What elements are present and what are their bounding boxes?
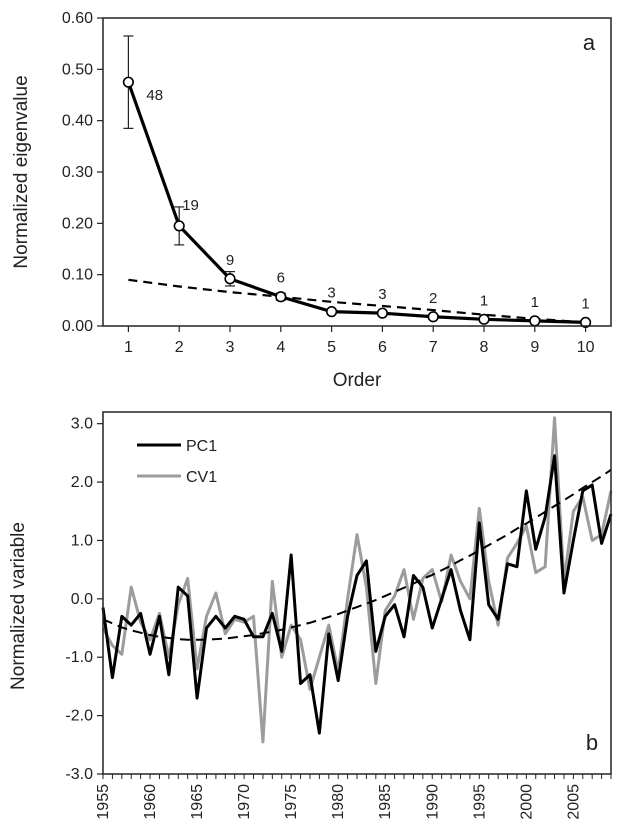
data-label: 9	[226, 252, 234, 269]
eigenvalue-point	[326, 306, 338, 318]
eigenvalue-point	[173, 220, 185, 232]
panel-b-series	[101, 416, 613, 744]
y-tick-label: -2.0	[65, 708, 93, 725]
legend-label-pc1: PC1	[186, 438, 217, 455]
eigenvalue-line	[126, 81, 586, 325]
y-tick-label: 1.0	[71, 532, 93, 549]
x-tick-label: 1960	[142, 784, 159, 820]
eigenvalue-point	[122, 76, 134, 88]
cv1-series-line	[101, 416, 613, 744]
x-tick-label: 2005	[565, 784, 582, 820]
x-tick-label: 1990	[424, 784, 441, 820]
y-tick-label: 0.30	[62, 164, 93, 181]
x-tick-label: 1965	[189, 784, 206, 820]
data-label: 3	[327, 285, 335, 302]
x-tick-label: 9	[530, 339, 539, 356]
panel-a-label: a	[583, 30, 596, 55]
x-tick-label: 1995	[471, 784, 488, 820]
y-tick-label: 0.0	[71, 591, 93, 608]
x-tick-label: 1985	[377, 784, 394, 820]
data-label: 1	[581, 295, 589, 312]
x-tick-label: 1955	[95, 784, 112, 820]
data-label: 6	[277, 270, 285, 287]
y-tick-label: -3.0	[65, 766, 93, 783]
data-label: 3	[378, 286, 386, 303]
legend: PC1 CV1	[137, 438, 217, 486]
x-tick-label: 5	[327, 339, 336, 356]
x-tick-label: 3	[226, 339, 235, 356]
data-label: 19	[182, 197, 199, 214]
x-tick-label: 8	[480, 339, 489, 356]
pc1-series-line	[101, 454, 613, 735]
eigenvalue-point	[224, 273, 236, 285]
panel-a-y-ticks: 0.00 0.10 0.20 0.30 0.40 0.50 0.60	[62, 10, 103, 335]
panel-a-annotations: 48 19 9 6 3 3 2 1 1 1	[146, 87, 589, 312]
eigenvalue-point	[275, 291, 287, 303]
panel-b-y-ticks: 3.0 2.0 1.0 0.0 -1.0 -2.0 -3.0	[65, 416, 103, 783]
data-label: 1	[480, 292, 488, 309]
x-tick-label: 4	[276, 339, 285, 356]
y-tick-label: 0.00	[62, 318, 93, 335]
legend-label-cv1: CV1	[186, 469, 217, 486]
eigenvalue-point	[529, 315, 541, 327]
panel-a-y-axis-label: Normalized eigenvalue	[11, 75, 32, 268]
panel-b-x-ticks: 1955 1960 1965 1970 1975 1980 1985 1990 1995 2000…	[95, 774, 612, 820]
x-tick-label: 1970	[236, 784, 253, 820]
eigenvalue-point	[478, 313, 490, 325]
x-tick-label: 1975	[283, 784, 300, 820]
x-tick-label: 7	[429, 339, 438, 356]
panel-b-label: b	[586, 730, 598, 755]
data-label: 1	[531, 294, 539, 311]
x-tick-label: 1	[124, 339, 133, 356]
eigenvalue-point	[579, 316, 592, 329]
panel-b-frame	[102, 411, 612, 775]
panel-a-frame	[102, 17, 612, 327]
trend-dashed-line	[102, 468, 612, 641]
panel-a-x-ticks: 1 2 3 4 5 6 7 8 9 10	[124, 326, 595, 356]
y-tick-label: 0.20	[62, 215, 93, 232]
panel-a-x-axis-label: Order	[333, 370, 382, 391]
eigenvalue-point	[376, 307, 389, 319]
data-label: 48	[146, 87, 163, 104]
y-tick-label: 2.0	[71, 474, 93, 491]
y-tick-label: 0.40	[62, 113, 93, 130]
y-tick-label: 0.50	[62, 61, 93, 78]
y-tick-label: 0.10	[62, 267, 93, 284]
y-tick-label: -1.0	[65, 649, 93, 666]
data-label: 2	[429, 290, 437, 307]
panel-a-eigenvalue-chart: 0.000.100.200.300.400.500.60 1 2 3 4 5 6 7 8 9 10…	[11, 10, 612, 391]
x-tick-label: 2000	[518, 784, 535, 820]
x-tick-label: 2	[175, 339, 184, 356]
panel-b-timeseries-chart: 3.0 2.0 1.0 0.0 -1.0 -2.0 -3.0 1955 1960 1965 197…	[8, 411, 613, 820]
x-tick-label: 6	[378, 339, 387, 356]
y-tick-label: 0.60	[62, 10, 93, 27]
y-tick-label: 3.0	[71, 416, 93, 433]
panel-a-series	[122, 35, 592, 329]
panel-b-y-axis-label: Normalized variable	[8, 522, 29, 690]
dashed-reference-line	[128, 278, 586, 324]
x-tick-label: 1980	[330, 784, 347, 820]
x-tick-label: 10	[577, 339, 595, 356]
eigenvalue-point	[427, 311, 439, 323]
